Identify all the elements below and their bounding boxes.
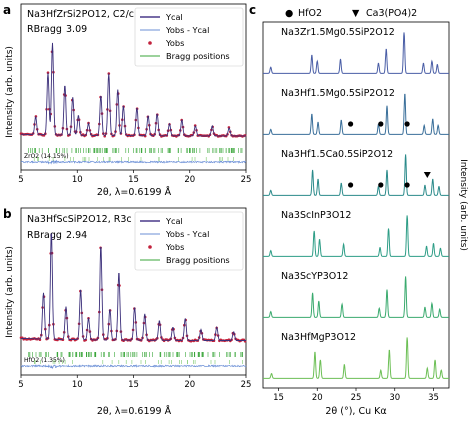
panel-b-formula: Na3HfScSiP2O12, R3c <box>27 214 132 225</box>
xtick-label: 25 <box>241 175 252 185</box>
panel-c-label: c <box>249 3 256 17</box>
xtick-label: 15 <box>128 380 139 390</box>
panel-a-legend-yobs-swatch <box>148 41 152 45</box>
hfo2-marker <box>348 182 354 188</box>
hfo2-marker <box>348 121 354 127</box>
xrd-pattern <box>263 154 449 196</box>
panel-b-ylabel: Intensity (arb. units) <box>5 246 15 338</box>
panel-a-curves <box>19 42 247 165</box>
panel-c-curves: Na3Zr1.5Mg0.5SiP2O12 Na3Hf1.5Mg0.5SiP2O12… <box>263 27 449 379</box>
yobs-point <box>46 71 50 74</box>
panel-a-label: a <box>3 3 11 17</box>
panel-b-legend-diff: Yobs - Ycal <box>165 229 209 239</box>
panel-a-xticks: 5 10 15 20 25 <box>18 170 251 185</box>
marker-ca3po42-label: Ca3(PO4)2 <box>366 8 417 19</box>
xrd-pattern <box>263 93 449 135</box>
panel-a-legend-diff: Yobs - Ycal <box>165 25 209 35</box>
xtick-label: 25 <box>351 393 362 403</box>
panel-c-xlabel: 2θ (°), Cu Kα <box>325 406 386 417</box>
panel-c-ylabel: Intensity (arb. units) <box>458 159 468 251</box>
xtick-label: 15 <box>273 393 284 403</box>
panel-b-legend-ycal: Ycal <box>165 216 183 226</box>
panel-b: b Intensity (arb. units) Na3HfScSiP2O12,… <box>3 207 251 417</box>
ycal-line <box>21 233 246 341</box>
panel-b-label: b <box>3 207 12 221</box>
series-label: Na3Zr1.5Mg0.5SiP2O12 <box>281 27 395 38</box>
panel-c: c ● HfO2 ▼ Ca3(PO4)2 Intensity (arb. uni… <box>249 3 468 417</box>
panel-b-legend: Ycal Yobs - Ycal Yobs Bragg positions <box>134 211 244 271</box>
xtick-label: 20 <box>184 175 195 185</box>
panel-b-xticks: 5 10 15 20 25 <box>18 375 251 390</box>
panel-a: a Intensity (arb. units) Na3HfZrSi2PO12,… <box>3 3 251 198</box>
panel-b-legend-yobs-swatch <box>148 245 152 249</box>
marker-hfo2-label: HfO2 <box>298 8 322 19</box>
marker-hfo2-symbol: ● <box>285 8 293 19</box>
xtick-label: 20 <box>312 393 323 403</box>
panel-a-legend-box <box>134 7 244 67</box>
xtick-label: 5 <box>18 380 23 390</box>
xtick-label: 30 <box>389 393 400 403</box>
ca3po42-marker <box>423 172 431 178</box>
panel-a-xlabel: 2θ, λ=0.6199 Å <box>97 186 172 198</box>
panel-a-phase-note: ZrO2 (14.15%) <box>24 153 69 160</box>
panel-a-rbragg-label: RBragg <box>27 24 62 35</box>
panel-b-legend-bragg: Bragg positions <box>166 255 230 265</box>
xtick-label: 5 <box>18 175 23 185</box>
marker-ca3po42-symbol: ▼ <box>352 8 360 19</box>
panel-b-phase-note: HfO2 (1.35%) <box>24 357 65 364</box>
panel-a-legend: Ycal Yobs - Ycal Yobs Bragg positions <box>134 7 244 67</box>
panel-b-legend-box <box>134 211 244 271</box>
panel-c-xticks: 15 20 25 30 35 <box>273 388 439 403</box>
xtick-label: 10 <box>72 380 83 390</box>
series-label: Na3HfMgP3O12 <box>281 332 356 343</box>
series-label: Na3ScInP3O12 <box>281 210 351 221</box>
panel-a-legend-ycal: Ycal <box>165 12 183 22</box>
panel-b-curves <box>19 233 247 370</box>
xtick-label: 20 <box>184 380 195 390</box>
panel-b-legend-yobs: Yobs <box>165 242 184 252</box>
hfo2-marker <box>404 182 410 188</box>
hfo2-marker <box>404 121 410 127</box>
hfo2-marker <box>378 121 384 127</box>
xrd-pattern <box>263 276 449 318</box>
panel-b-xlabel: 2θ, λ=0.6199 Å <box>97 405 172 417</box>
panel-a-ylabel: Intensity (arb. units) <box>5 46 15 138</box>
xtick-label: 25 <box>241 380 252 390</box>
panel-a-rbragg-value: 3.09 <box>66 24 87 35</box>
series-label: Na3ScYP3O12 <box>281 271 348 282</box>
diff-line <box>20 364 247 370</box>
xrd-pattern <box>263 337 449 379</box>
xrd-pattern <box>263 32 449 74</box>
series-label: Na3Hf1.5Mg0.5SiP2O12 <box>281 88 395 99</box>
xtick-label: 35 <box>428 393 439 403</box>
xtick-label: 10 <box>72 175 83 185</box>
panel-b-rbragg-value: 2.94 <box>66 230 87 241</box>
xtick-label: 15 <box>128 175 139 185</box>
hfo2-marker <box>378 182 384 188</box>
panel-b-rbragg-label: RBragg <box>27 230 62 241</box>
xrd-pattern <box>263 215 449 257</box>
panel-a-legend-yobs: Yobs <box>165 38 184 48</box>
panel-c-marker-legend: ● HfO2 ▼ Ca3(PO4)2 <box>285 8 417 19</box>
series-label: Na3Hf1.5Ca0.5SiP2O12 <box>281 149 393 160</box>
panel-a-legend-bragg: Bragg positions <box>166 51 230 61</box>
diff-line <box>20 159 247 165</box>
ycal-line <box>21 42 246 137</box>
panel-a-formula: Na3HfZrSi2PO12, C2/c <box>27 9 134 20</box>
